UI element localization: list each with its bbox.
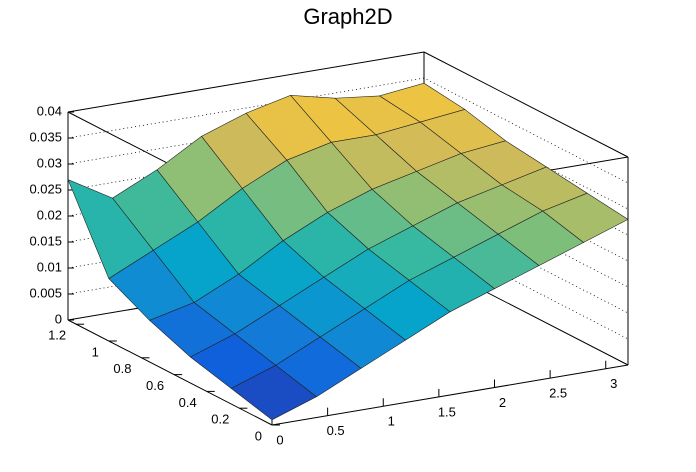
- chart-title: Graph2D: [303, 4, 392, 29]
- grid-line: [67, 77, 629, 184]
- z-tick-label: 0: [55, 311, 62, 326]
- box-edge: [271, 364, 629, 426]
- z-tick-label: 0.04: [37, 103, 62, 118]
- x-tick-label: 3: [610, 376, 617, 391]
- grid-line: [67, 103, 629, 210]
- x-tick-label: 1.5: [438, 404, 456, 419]
- x-tick-label: 2.5: [549, 386, 567, 401]
- y-tick-label: 0.8: [113, 361, 131, 376]
- z-tick-label: 0.005: [29, 285, 62, 300]
- z-tick-label: 0.015: [29, 233, 62, 248]
- box-edge: [67, 51, 425, 113]
- y-tick-label: 0.4: [179, 395, 197, 410]
- x-tick-label: 0.5: [327, 423, 345, 438]
- y-tick-label: 1.2: [48, 328, 66, 343]
- z-tick-label: 0.01: [37, 259, 62, 274]
- box-edge: [67, 319, 273, 426]
- y-tick-label: 0.2: [211, 412, 229, 427]
- z-tick-label: 0.03: [37, 155, 62, 170]
- z-tick-label: 0.025: [29, 181, 62, 196]
- y-tick-label: 0: [255, 428, 262, 443]
- z-tick-label: 0.02: [37, 207, 62, 222]
- z-tick-label: 0.035: [29, 129, 62, 144]
- box-edge: [423, 51, 629, 158]
- surface-patch: [230, 364, 318, 421]
- y-tick-label: 1: [92, 344, 99, 359]
- x-tick-label: 1: [388, 414, 395, 429]
- x-tick-label: 0: [276, 432, 283, 447]
- y-tick-label: 0.6: [146, 378, 164, 393]
- x-tick-label: 2: [499, 395, 506, 410]
